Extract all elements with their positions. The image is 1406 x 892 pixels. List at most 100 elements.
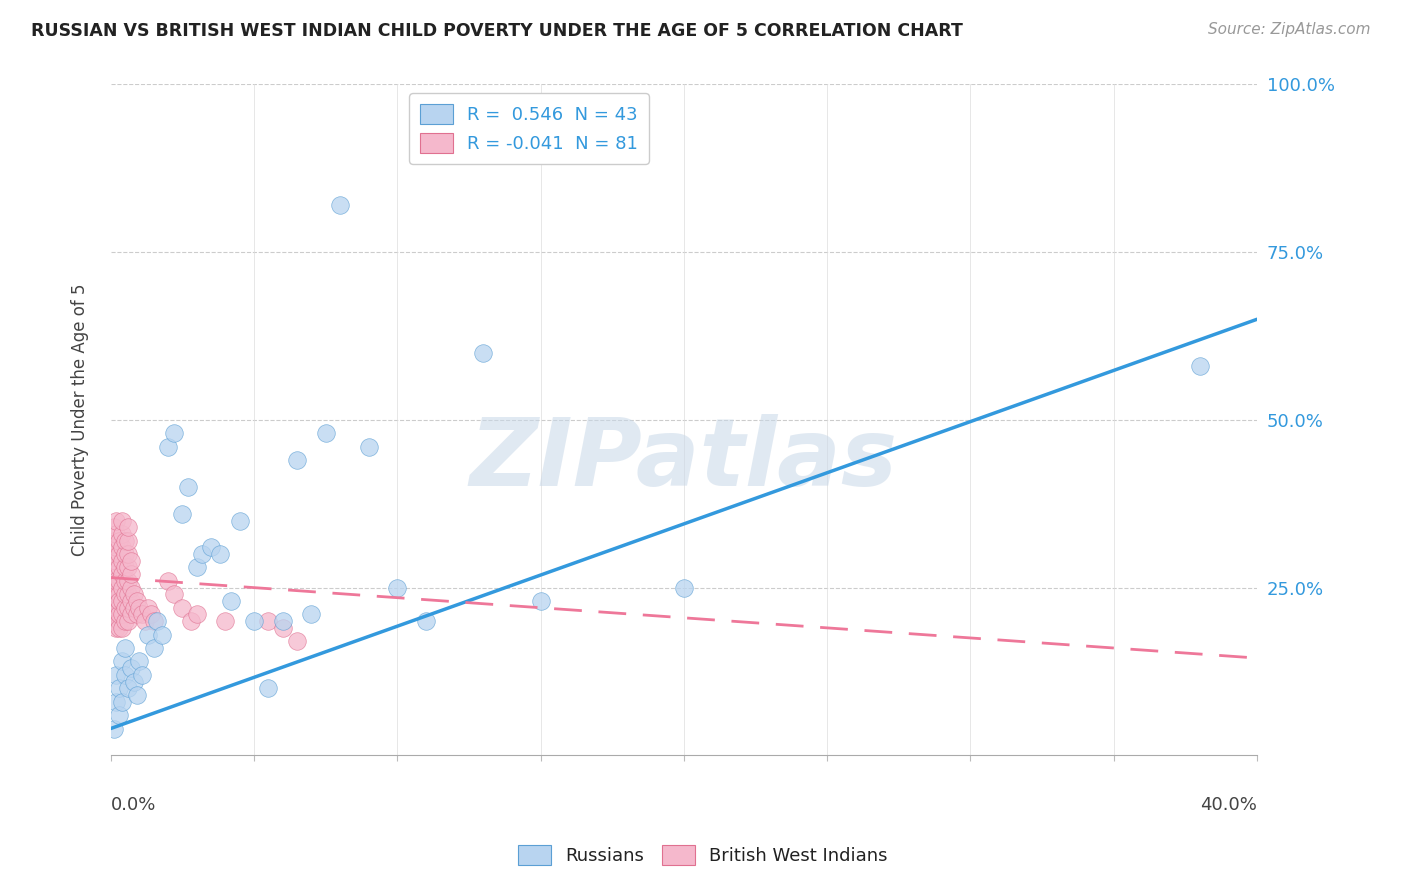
Point [103, 560, 125, 574]
Point [101, 567, 124, 582]
Point [299, 607, 322, 622]
Point [111, 695, 134, 709]
Point [114, 640, 136, 655]
Point [128, 655, 150, 669]
Point [101, 547, 124, 561]
Point [163, 587, 186, 601]
Point [103, 614, 125, 628]
Point [103, 533, 125, 548]
Point [125, 607, 148, 622]
Point [172, 600, 194, 615]
Point [108, 621, 131, 635]
Point [105, 574, 128, 588]
Point [145, 614, 167, 628]
Point [186, 560, 208, 574]
Point [103, 722, 125, 736]
Point [285, 453, 308, 467]
Point [117, 600, 139, 615]
Point [131, 607, 153, 622]
Point [108, 533, 131, 548]
Point [114, 547, 136, 561]
Point [114, 600, 136, 615]
Point [120, 554, 142, 568]
Point [114, 533, 136, 548]
Point [214, 614, 236, 628]
Point [672, 581, 695, 595]
Point [177, 480, 200, 494]
Point [142, 614, 165, 628]
Point [134, 614, 156, 628]
Point [117, 614, 139, 628]
Point [128, 600, 150, 615]
Point [157, 440, 180, 454]
Point [243, 614, 266, 628]
Point [105, 621, 128, 635]
Point [120, 594, 142, 608]
Point [122, 600, 145, 615]
Point [108, 547, 131, 561]
Point [105, 527, 128, 541]
Point [108, 587, 131, 601]
Point [111, 567, 134, 582]
Point [191, 547, 214, 561]
Point [108, 594, 131, 608]
Point [108, 600, 131, 615]
Point [114, 560, 136, 574]
Point [114, 587, 136, 601]
Point [103, 587, 125, 601]
Point [1188, 359, 1211, 374]
Point [105, 668, 128, 682]
Point [120, 567, 142, 582]
Point [108, 681, 131, 696]
Point [103, 574, 125, 588]
Y-axis label: Child Poverty Under the Age of 5: Child Poverty Under the Age of 5 [72, 284, 89, 556]
Point [139, 607, 162, 622]
Point [120, 581, 142, 595]
Legend: Russians, British West Indians: Russians, British West Indians [512, 838, 894, 872]
Point [111, 527, 134, 541]
Point [150, 627, 173, 641]
Point [285, 634, 308, 648]
Point [125, 688, 148, 702]
Point [103, 607, 125, 622]
Point [271, 621, 294, 635]
Point [117, 681, 139, 696]
Point [172, 507, 194, 521]
Point [142, 640, 165, 655]
Point [122, 674, 145, 689]
Point [117, 520, 139, 534]
Point [103, 547, 125, 561]
Point [387, 581, 409, 595]
Point [229, 514, 252, 528]
Point [131, 668, 153, 682]
Point [117, 587, 139, 601]
Point [103, 520, 125, 534]
Point [122, 587, 145, 601]
Point [120, 607, 142, 622]
Point [105, 695, 128, 709]
Point [125, 594, 148, 608]
Point [180, 614, 202, 628]
Point [108, 574, 131, 588]
Point [315, 426, 337, 441]
Text: 40.0%: 40.0% [1201, 796, 1257, 814]
Point [257, 614, 280, 628]
Point [114, 668, 136, 682]
Point [108, 708, 131, 723]
Point [257, 681, 280, 696]
Point [117, 533, 139, 548]
Point [219, 594, 242, 608]
Point [329, 198, 352, 212]
Point [111, 594, 134, 608]
Point [117, 547, 139, 561]
Point [117, 574, 139, 588]
Point [103, 600, 125, 615]
Text: Source: ZipAtlas.com: Source: ZipAtlas.com [1208, 22, 1371, 37]
Text: ZIPatlas: ZIPatlas [470, 414, 898, 506]
Point [105, 594, 128, 608]
Point [271, 614, 294, 628]
Point [105, 600, 128, 615]
Legend: R =  0.546  N = 43, R = -0.041  N = 81: R = 0.546 N = 43, R = -0.041 N = 81 [409, 94, 650, 164]
Point [163, 426, 186, 441]
Point [105, 581, 128, 595]
